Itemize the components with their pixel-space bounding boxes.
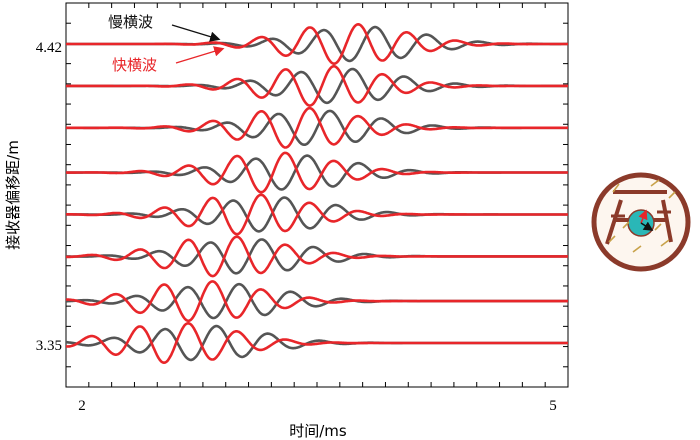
legend-arrow-fast (175, 46, 225, 64)
axis-ticks (66, 3, 568, 387)
x-tick-left: 2 (78, 398, 86, 414)
fracture-mark (612, 183, 620, 193)
borehole-inset (591, 172, 691, 272)
y-tick-bottom: 3.35 (36, 338, 62, 354)
fast-shear-trace (65, 64, 569, 107)
slow-polarization-arrow (640, 221, 654, 231)
waveform-traces (65, 23, 569, 364)
fast-shear-trace (65, 193, 569, 236)
tool-arm (605, 199, 623, 245)
legend-arrow-slow (171, 24, 221, 42)
legend-label-slow: 慢横波 (108, 13, 153, 31)
fracture-mark (654, 223, 662, 231)
legend-label-fast: 快横波 (112, 56, 157, 74)
fracture-mark (632, 245, 642, 253)
tool-arm (661, 199, 673, 243)
fast-shear-trace (65, 322, 569, 364)
fracture-mark (608, 235, 616, 243)
fast-shear-trace (65, 235, 569, 278)
legend: 慢横波 快横波 (108, 13, 225, 74)
fast-shear-trace (65, 23, 569, 65)
fast-polarization-arrow (638, 209, 648, 224)
y-axis-label: 接收器偏移距/m (4, 140, 22, 250)
fracture-mark (660, 239, 670, 247)
fast-shear-trace (65, 280, 569, 323)
x-axis-label: 时间/ms (289, 422, 347, 440)
fast-shear-trace (65, 106, 569, 149)
y-tick-top: 4.42 (36, 40, 62, 56)
fracture-mark (668, 191, 676, 199)
fracture-mark (650, 179, 660, 187)
fast-shear-trace (65, 151, 569, 194)
x-tick-right: 5 (549, 398, 557, 414)
fracture-mark (622, 221, 630, 229)
